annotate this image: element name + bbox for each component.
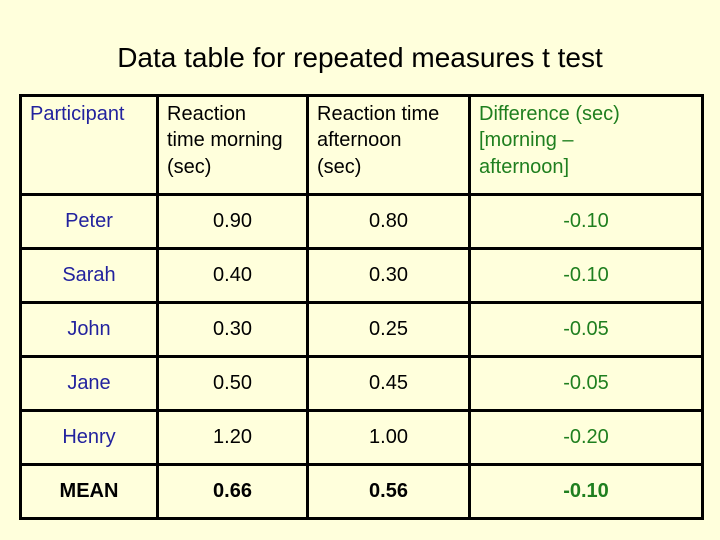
difference-value-cell: -0.10 xyxy=(468,247,704,304)
difference-value-cell: -0.20 xyxy=(468,409,704,466)
participant-cell: Henry xyxy=(19,409,159,466)
morning-value-cell: 0.50 xyxy=(156,355,309,412)
afternoon-value-cell: 0.25 xyxy=(306,301,471,358)
morning-value-cell: 0.30 xyxy=(156,301,309,358)
mean-row: MEAN 0.66 0.56 -0.10 xyxy=(19,463,704,520)
afternoon-value-cell: 1.00 xyxy=(306,409,471,466)
participant-cell: John xyxy=(19,301,159,358)
participant-cell: MEAN xyxy=(19,463,159,520)
table-row: Sarah 0.40 0.30 -0.10 xyxy=(19,247,704,304)
header-row: Participant Reaction time morning (sec) … xyxy=(19,94,704,196)
difference-value-cell: -0.10 xyxy=(468,193,704,250)
header-cell-afternoon: Reaction time afternoon (sec) xyxy=(306,94,471,196)
afternoon-value-cell: 0.56 xyxy=(306,463,471,520)
difference-value-cell: -0.05 xyxy=(468,301,704,358)
header-cell-morning: Reaction time morning (sec) xyxy=(156,94,309,196)
afternoon-value-cell: 0.30 xyxy=(306,247,471,304)
table-row: Henry 1.20 1.00 -0.20 xyxy=(19,409,704,466)
table-row: Peter 0.90 0.80 -0.10 xyxy=(19,193,704,250)
morning-value-cell: 0.90 xyxy=(156,193,309,250)
participant-cell: Sarah xyxy=(19,247,159,304)
morning-value-cell: 1.20 xyxy=(156,409,309,466)
afternoon-value-cell: 0.80 xyxy=(306,193,471,250)
morning-value-cell: 0.40 xyxy=(156,247,309,304)
afternoon-value-cell: 0.45 xyxy=(306,355,471,412)
participant-cell: Peter xyxy=(19,193,159,250)
participant-cell: Jane xyxy=(19,355,159,412)
header-cell-difference: Difference (sec) [morning – afternoon] xyxy=(468,94,704,196)
data-table: Participant Reaction time morning (sec) … xyxy=(19,94,704,520)
difference-value-cell: -0.05 xyxy=(468,355,704,412)
morning-value-cell: 0.66 xyxy=(156,463,309,520)
header-cell-participant: Participant xyxy=(19,94,159,196)
table-row: Jane 0.50 0.45 -0.05 xyxy=(19,355,704,412)
difference-value-cell: -0.10 xyxy=(468,463,704,520)
table-row: John 0.30 0.25 -0.05 xyxy=(19,301,704,358)
page-title: Data table for repeated measures t test xyxy=(117,42,603,73)
